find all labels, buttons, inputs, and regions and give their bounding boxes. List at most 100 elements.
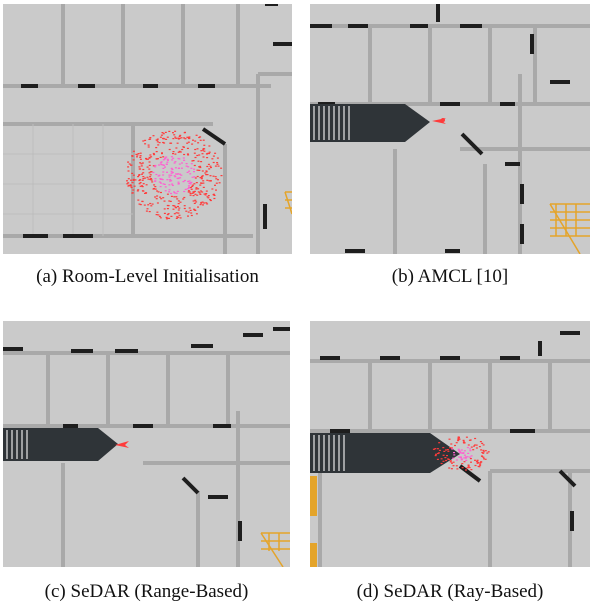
- particle: [191, 160, 194, 162]
- particle: [458, 437, 460, 439]
- particle: [479, 441, 482, 443]
- particle: [199, 184, 202, 186]
- particle-cloud: [126, 130, 223, 220]
- particle: [141, 179, 144, 181]
- particle: [185, 165, 188, 167]
- particle: [202, 149, 204, 151]
- particle: [484, 458, 487, 460]
- particle: [162, 197, 165, 199]
- particle: [463, 461, 466, 463]
- particle: [170, 215, 173, 217]
- particle: [139, 152, 142, 154]
- particle: [470, 446, 473, 448]
- particle: [187, 154, 190, 156]
- particle: [196, 175, 199, 178]
- particle: [195, 201, 198, 203]
- particle: [201, 153, 204, 155]
- particle: [162, 141, 165, 144]
- particle: [148, 168, 151, 170]
- particle: [211, 158, 214, 160]
- particle: [160, 134, 163, 136]
- particle: [468, 439, 471, 441]
- particle: [178, 150, 181, 152]
- particle: [170, 142, 173, 144]
- particle: [166, 208, 169, 210]
- particle: [206, 157, 209, 159]
- particle: [154, 196, 157, 198]
- particle: [155, 198, 158, 200]
- particle: [136, 156, 138, 158]
- particle: [459, 451, 462, 453]
- particle: [188, 180, 191, 182]
- particle: [173, 162, 176, 164]
- particle: [143, 204, 146, 206]
- particle: [463, 442, 466, 444]
- particle: [193, 183, 196, 185]
- occupancy-map-d: [310, 321, 590, 567]
- particle: [185, 210, 188, 212]
- particle: [154, 188, 157, 190]
- particle: [214, 184, 216, 186]
- particle: [438, 442, 441, 444]
- particle: [209, 180, 212, 182]
- particle: [193, 202, 196, 204]
- particle: [187, 180, 190, 183]
- particle: [184, 138, 187, 140]
- particle: [459, 456, 462, 458]
- particle: [206, 196, 209, 198]
- particle: [194, 199, 197, 201]
- particle: [197, 160, 200, 162]
- particle: [157, 175, 160, 177]
- particle: [479, 463, 482, 465]
- particle: [209, 175, 212, 177]
- particle: [187, 191, 190, 193]
- particle: [153, 184, 156, 186]
- particle: [192, 195, 195, 197]
- particle: [480, 449, 483, 451]
- particle: [141, 162, 144, 164]
- particle: [194, 177, 197, 179]
- particle: [449, 460, 452, 462]
- particle: [166, 136, 169, 138]
- particle: [183, 159, 186, 161]
- particle: [179, 173, 181, 175]
- particle: [476, 460, 479, 462]
- particle: [183, 207, 186, 210]
- particle: [186, 153, 189, 155]
- particle: [467, 444, 470, 446]
- particle: [453, 454, 456, 456]
- particle: [479, 464, 482, 466]
- particle: [154, 166, 157, 168]
- particle: [453, 452, 455, 454]
- particle: [158, 181, 161, 183]
- particle: [177, 209, 180, 211]
- particle: [211, 188, 214, 190]
- particle: [173, 191, 175, 193]
- particle: [145, 210, 148, 212]
- particle: [160, 164, 163, 166]
- map-doors: [3, 327, 290, 541]
- particle: [188, 170, 191, 172]
- particle: [201, 191, 204, 193]
- particle: [155, 173, 158, 176]
- particle: [434, 448, 437, 450]
- particle: [130, 179, 132, 181]
- particle: [144, 177, 147, 179]
- particle: [171, 168, 174, 170]
- particle: [478, 466, 481, 468]
- particle: [166, 171, 168, 173]
- particle: [199, 165, 202, 167]
- particle: [199, 139, 202, 141]
- particle: [202, 180, 205, 182]
- particle: [216, 163, 219, 165]
- stairs-marker: [549, 203, 590, 254]
- particle: [207, 197, 210, 199]
- particle: [172, 132, 174, 134]
- particle: [202, 148, 205, 150]
- particle: [449, 447, 452, 449]
- particle: [469, 448, 472, 450]
- particle: [188, 207, 191, 209]
- particle: [197, 142, 200, 144]
- particle: [176, 198, 179, 200]
- particle: [159, 196, 162, 198]
